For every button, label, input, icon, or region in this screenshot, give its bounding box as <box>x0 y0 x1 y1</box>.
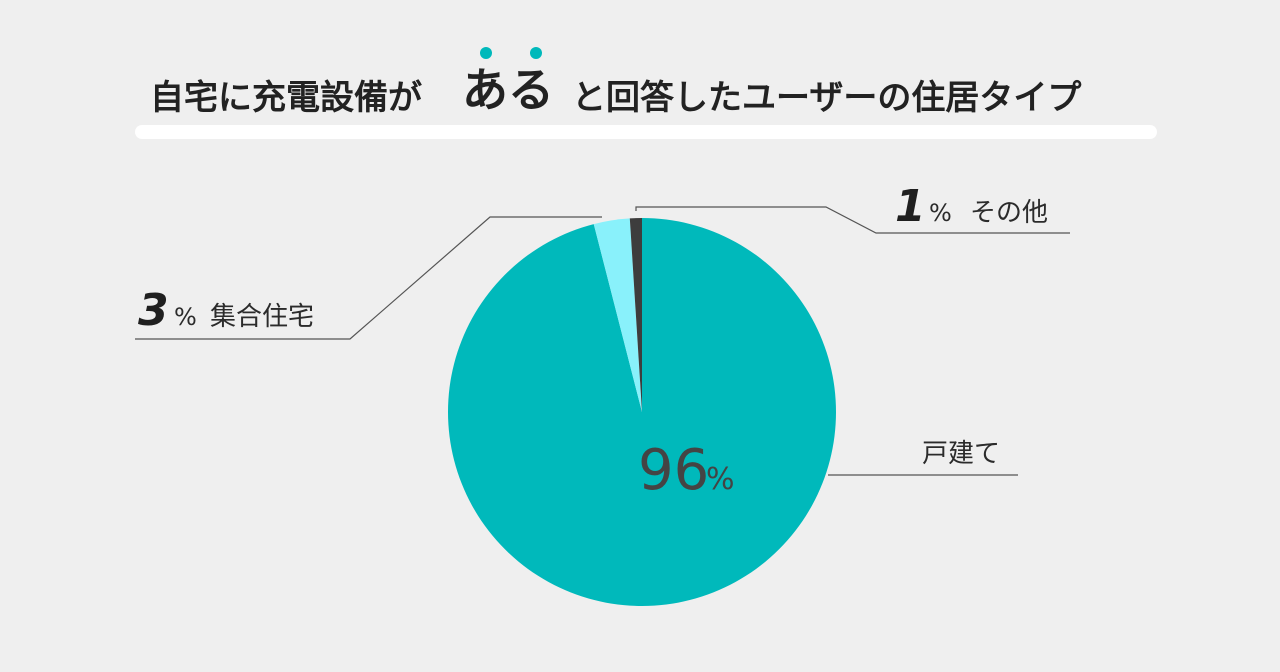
chart-title: 自宅に充電設備が ある と回答したユーザーの住居タイプ <box>135 47 1157 139</box>
title-text-after: と回答したユーザーの住居タイプ <box>572 78 1081 118</box>
slice-name-house: 戸建て <box>922 439 1000 469</box>
slice-unit-apartment: % <box>174 303 197 331</box>
slice-name-apartment: 集合住宅 <box>210 302 314 332</box>
slice-value-other: 1 <box>895 181 926 232</box>
slice-value-apartment: 3 <box>138 285 169 336</box>
emphasis-dot-2 <box>530 47 542 59</box>
slice-unit-house: % <box>706 462 735 497</box>
slice-label-other: 1 % その他 <box>895 181 1048 232</box>
leader-lines <box>135 206 1070 476</box>
emphasis-dot-1 <box>480 47 492 59</box>
pie-slice-house <box>447 218 836 606</box>
pie-slice-apartment <box>593 218 642 412</box>
leader-line-apartment <box>135 216 602 340</box>
leader-line-other <box>635 206 1070 234</box>
slice-unit-other: % <box>929 199 952 227</box>
pie-chart <box>447 218 836 606</box>
title-underline-bar <box>135 125 1157 139</box>
slice-label-house: 戸建て <box>922 439 1000 469</box>
slice-value-house-group: 96 % <box>638 438 735 503</box>
title-emphasis: ある <box>462 63 554 117</box>
pie-slice-other <box>629 218 642 412</box>
title-text-before: 自宅に充電設備が <box>150 78 422 118</box>
slice-label-apartment: 3 % 集合住宅 <box>138 285 314 336</box>
slice-value-house: 96 <box>638 438 709 503</box>
slice-name-other: その他 <box>970 198 1048 228</box>
